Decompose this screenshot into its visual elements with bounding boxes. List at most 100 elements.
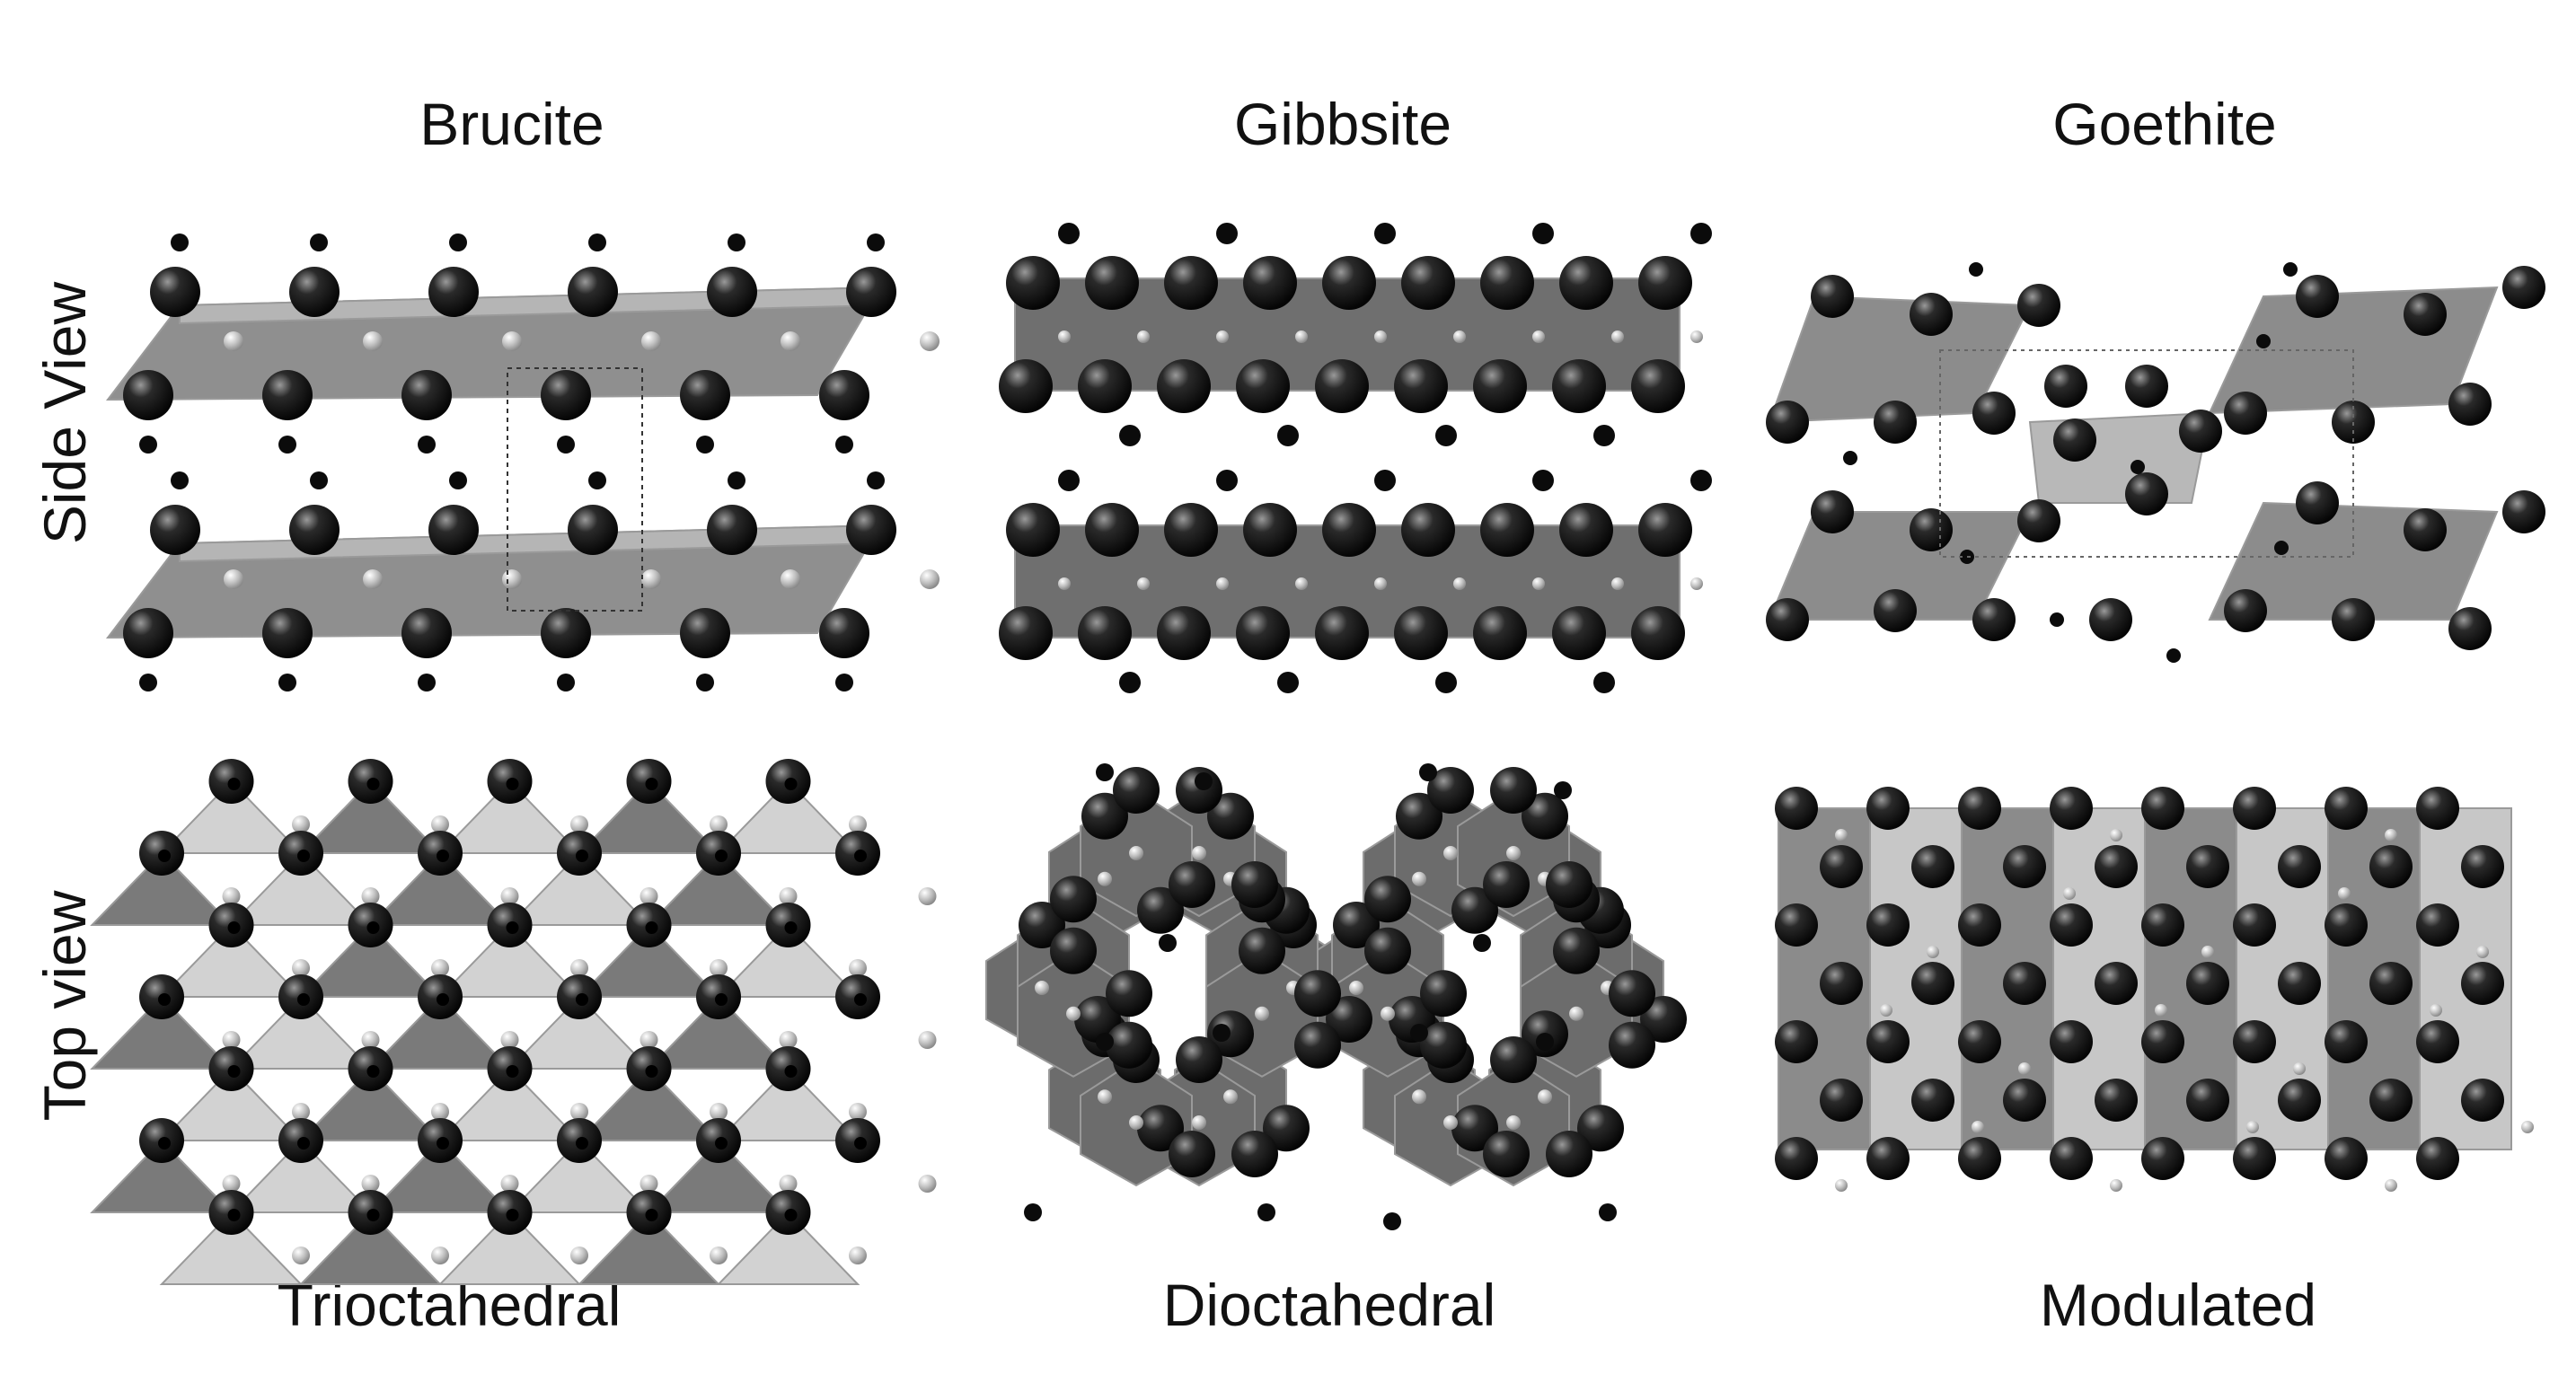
oxygen-atom	[1820, 962, 1863, 1005]
octahedron-face	[298, 780, 443, 854]
oxygen-atom	[2369, 1079, 2413, 1122]
oxygen-atom	[1958, 1137, 2001, 1180]
hydrogen-atom	[728, 233, 745, 251]
oxygen-atom	[2141, 1020, 2184, 1063]
oxygen-atom	[541, 370, 591, 420]
hydrogen-atom	[1195, 772, 1213, 790]
cation-atom	[292, 1103, 310, 1121]
oxygen-atom	[1078, 606, 1132, 660]
oxygen-atom	[1364, 927, 1411, 974]
cation-atom	[1374, 577, 1387, 590]
cation-atom	[849, 1246, 867, 1264]
oxygen-atom	[1552, 359, 1606, 413]
hydrogen-atom	[139, 674, 157, 692]
oxygen-atom	[1085, 503, 1139, 557]
hydrogen-atom	[1119, 672, 1141, 693]
cation-atom	[779, 1031, 798, 1049]
cation-atom	[1443, 846, 1458, 860]
cation-atom	[640, 887, 658, 905]
oxygen-atom	[1638, 503, 1692, 557]
cation-atom	[1192, 846, 1206, 860]
hydrogen-atom	[715, 1137, 728, 1150]
oxygen-atom	[2325, 903, 2368, 947]
octahedron-face	[577, 1211, 721, 1285]
octahedron-face	[647, 851, 790, 926]
hydrogen-atom	[506, 1065, 519, 1078]
brucite-side-view-structure	[105, 233, 940, 692]
oxygen-atom	[1480, 256, 1534, 310]
oxygen-atom	[2278, 845, 2321, 888]
oxygen-atom	[1364, 876, 1411, 923]
cation-atom	[1216, 330, 1229, 343]
hydrogen-atom	[1058, 470, 1080, 491]
cation-atom	[2293, 1062, 2306, 1075]
cation-atom	[2385, 829, 2397, 841]
hydrogen-atom	[1843, 451, 1857, 465]
cation-atom	[2476, 946, 2489, 958]
oxygen-atom	[1263, 1105, 1310, 1152]
hydrogen-atom	[278, 436, 296, 454]
oxygen-atom	[2325, 787, 2368, 830]
cation-atom	[1137, 330, 1150, 343]
cation-atom	[1058, 577, 1071, 590]
octahedron-face	[159, 780, 304, 854]
unit-cell-outline	[507, 367, 643, 612]
oxygen-atom	[1322, 256, 1376, 310]
oxygen-atom	[2296, 481, 2339, 524]
cation-atom	[500, 1031, 519, 1049]
hydrogen-atom	[158, 1137, 171, 1150]
octahedron-face	[90, 851, 234, 926]
hydrogen-atom	[696, 436, 714, 454]
octahedron-face	[716, 923, 860, 998]
hydrogen-atom	[227, 778, 241, 790]
hydrogen-atom	[227, 921, 241, 934]
cation-atom	[710, 959, 728, 977]
cation-atom	[361, 1031, 380, 1049]
type-label-dioctahedral: Dioctahedral	[1162, 1272, 1496, 1338]
cation-atom	[292, 815, 310, 833]
cation-atom	[918, 1031, 937, 1049]
oxygen-atom	[1473, 359, 1527, 413]
oxygen-atom	[568, 505, 618, 555]
octahedron-face	[298, 923, 443, 998]
cation-atom	[1506, 846, 1521, 860]
cation-atom	[849, 1103, 867, 1121]
oxygen-atom	[2224, 392, 2267, 435]
hydrogen-atom	[1593, 672, 1615, 693]
oxygen-atom	[428, 267, 479, 317]
cation-atom	[292, 1246, 310, 1264]
hydrogen-atom	[867, 471, 885, 489]
oxygen-atom	[1910, 508, 1953, 551]
hydrogen-atom	[728, 471, 745, 489]
hydrogen-atom	[854, 1137, 867, 1150]
oxygen-atom	[2050, 1137, 2093, 1180]
oxygen-atom	[2044, 365, 2087, 408]
oxygen-atom	[1207, 792, 1254, 840]
cation-atom	[1058, 330, 1071, 343]
hydrogen-atom	[2130, 460, 2145, 474]
oxygen-atom	[1911, 845, 1954, 888]
row-label-top-view: Top view	[31, 890, 98, 1122]
oxygen-atom	[401, 370, 452, 420]
octahedron-face	[368, 995, 512, 1070]
cation-atom	[1569, 1006, 1584, 1021]
oxygen-atom	[1106, 970, 1152, 1017]
cation-atom	[1098, 1089, 1112, 1105]
oxygen-atom	[1631, 606, 1685, 660]
cation-atom	[1129, 846, 1143, 860]
oxygen-atom	[1811, 490, 1854, 533]
cation-atom	[781, 569, 800, 589]
octahedron-face	[716, 1067, 860, 1141]
hydrogen-atom	[1599, 1203, 1617, 1221]
oxygen-atom	[1609, 1021, 1655, 1069]
hydrogen-atom	[588, 471, 606, 489]
oxygen-atom	[1006, 503, 1060, 557]
octahedron-face	[507, 1139, 651, 1213]
oxygen-atom	[1866, 1020, 1910, 1063]
cation-atom	[222, 1175, 241, 1193]
oxygen-atom	[1157, 606, 1211, 660]
octahedron-face	[159, 1211, 304, 1285]
oxygen-atom	[2179, 410, 2222, 453]
cation-atom	[2155, 1004, 2167, 1017]
oxygen-atom	[680, 608, 730, 658]
